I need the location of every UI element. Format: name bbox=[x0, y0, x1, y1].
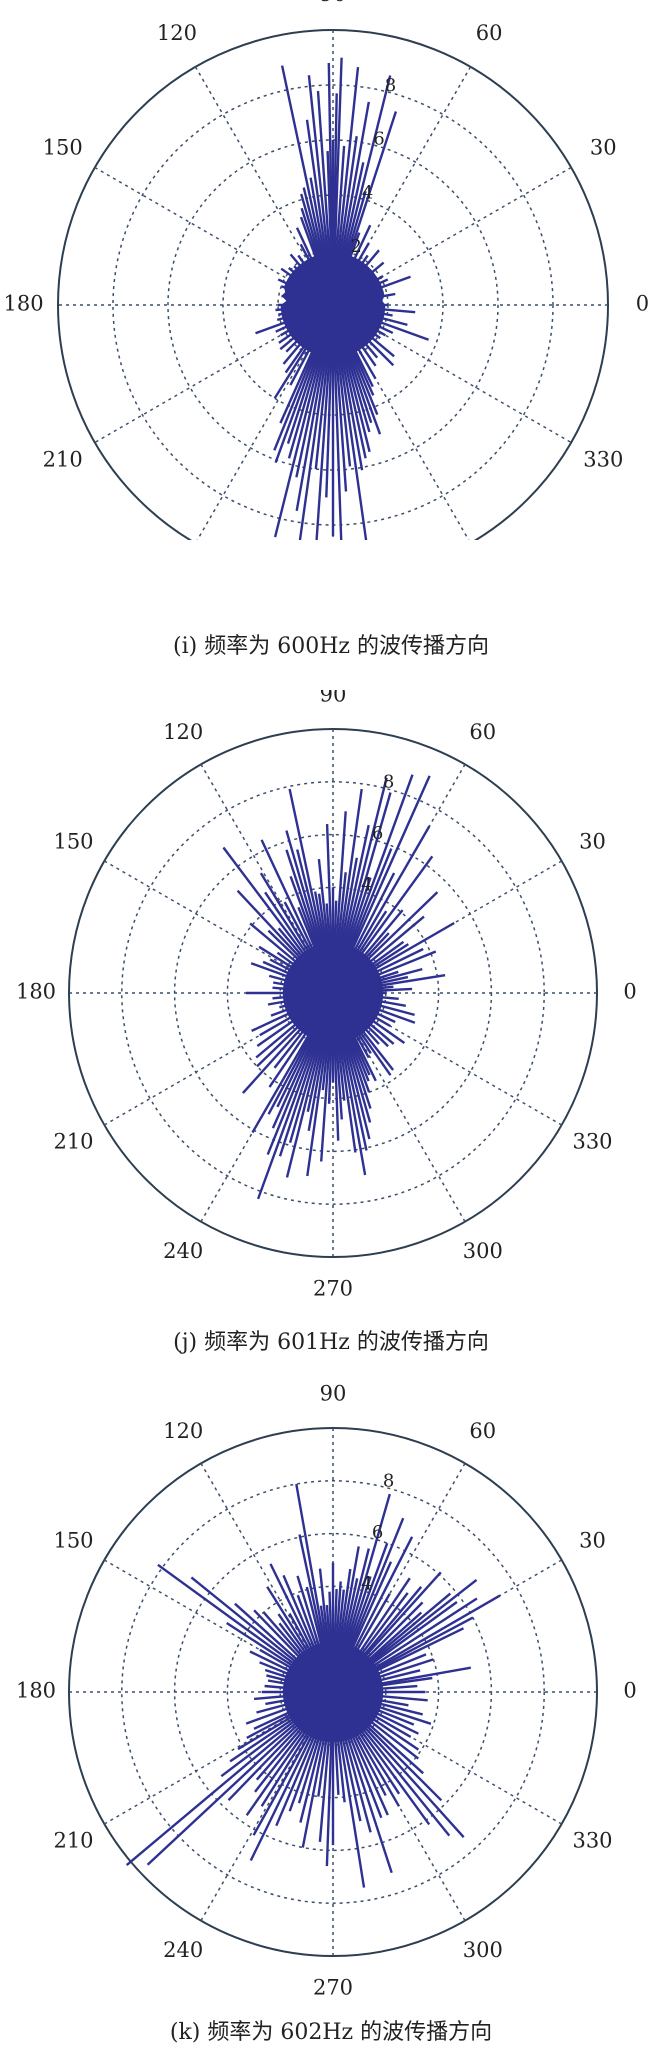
angle-tick-label: 0 bbox=[623, 1679, 636, 1703]
angle-tick-label: 60 bbox=[469, 720, 496, 744]
chart-caption-i: (i) 频率为 600Hz 的波传播方向 bbox=[173, 634, 489, 659]
angle-tick-label: 0 bbox=[636, 292, 649, 316]
polar-chart-panel-j: 0 30 60 90 120 150 180 210 240 270 300 330 4 6 8 bbox=[0, 690, 662, 1310]
chart-caption-j: (j) 频率为 601Hz 的波传播方向 bbox=[173, 1330, 489, 1355]
radius-tick-label: 4 bbox=[361, 875, 372, 896]
dense-center bbox=[280, 252, 386, 358]
angle-tick-label: 180 bbox=[16, 980, 56, 1004]
angle-tick-label: 300 bbox=[463, 1938, 503, 1962]
radius-tick-label: 6 bbox=[372, 823, 383, 844]
angle-tick-label: 300 bbox=[463, 1239, 503, 1263]
angle-tick-label: 210 bbox=[43, 448, 83, 472]
polar-chart-panel-k: 0 30 60 90 120 150 180 210 240 270 300 330 4 6 8 bbox=[0, 1380, 662, 2020]
radius-tick-label: 2 bbox=[350, 236, 361, 257]
radius-tick-label: 4 bbox=[361, 1574, 372, 1595]
polar-chart-j: 0 30 60 90 120 150 180 210 240 270 300 330 4 6 8 bbox=[16, 690, 637, 1301]
polar-chart-k: 0 30 60 90 120 150 180 210 240 270 300 330 4 6 8 bbox=[16, 1382, 637, 2000]
angle-tick-label: 240 bbox=[163, 1938, 203, 1962]
angle-tick-label: 210 bbox=[53, 1129, 93, 1153]
polar-chart-i: 03060901201501802102402703003302468 bbox=[4, 0, 649, 540]
radius-tick-label: 8 bbox=[385, 75, 396, 96]
angle-tick-label: 120 bbox=[163, 1419, 203, 1443]
grid-circle bbox=[121, 781, 545, 1205]
angle-tick-label: 90 bbox=[320, 690, 347, 707]
radius-tick-label: 8 bbox=[383, 1470, 394, 1491]
angle-tick-label: 0 bbox=[623, 980, 636, 1004]
angle-tick-label: 180 bbox=[16, 1679, 56, 1703]
angle-tick-label: 30 bbox=[579, 1529, 606, 1553]
angle-tick-label: 90 bbox=[320, 1382, 347, 1406]
angle-tick-label: 30 bbox=[579, 830, 606, 854]
angle-tick-label: 210 bbox=[53, 1828, 93, 1852]
radius-tick-label: 8 bbox=[383, 771, 394, 792]
angle-tick-label: 150 bbox=[43, 135, 83, 159]
angle-tick-label: 30 bbox=[590, 135, 617, 159]
radius-tick-label: 6 bbox=[373, 129, 384, 150]
angle-tick-label: 330 bbox=[572, 1828, 612, 1852]
angle-tick-label: 90 bbox=[320, 0, 347, 6]
polar-chart-panel-i: 03060901201501802102402703003302468 bbox=[0, 0, 662, 540]
angle-tick-label: 270 bbox=[313, 1976, 353, 2000]
grid-circle bbox=[121, 1480, 545, 1904]
radius-tick-label: 4 bbox=[362, 182, 373, 203]
angle-tick-label: 330 bbox=[583, 448, 623, 472]
angle-tick-label: 120 bbox=[163, 720, 203, 744]
angle-tick-label: 180 bbox=[4, 292, 44, 316]
radius-tick-label: 6 bbox=[372, 1522, 383, 1543]
angle-tick-label: 120 bbox=[157, 21, 197, 45]
dense-center bbox=[282, 1641, 384, 1743]
angle-tick-label: 150 bbox=[53, 1529, 93, 1553]
angle-tick-label: 330 bbox=[572, 1129, 612, 1153]
angle-tick-label: 60 bbox=[469, 1419, 496, 1443]
chart-caption-k: (k) 频率为 602Hz 的波传播方向 bbox=[169, 2020, 493, 2045]
angle-tick-label: 240 bbox=[163, 1239, 203, 1263]
dense-center bbox=[282, 942, 384, 1044]
angle-tick-label: 60 bbox=[476, 21, 503, 45]
angle-tick-label: 150 bbox=[53, 830, 93, 854]
angle-tick-label: 270 bbox=[313, 1277, 353, 1301]
